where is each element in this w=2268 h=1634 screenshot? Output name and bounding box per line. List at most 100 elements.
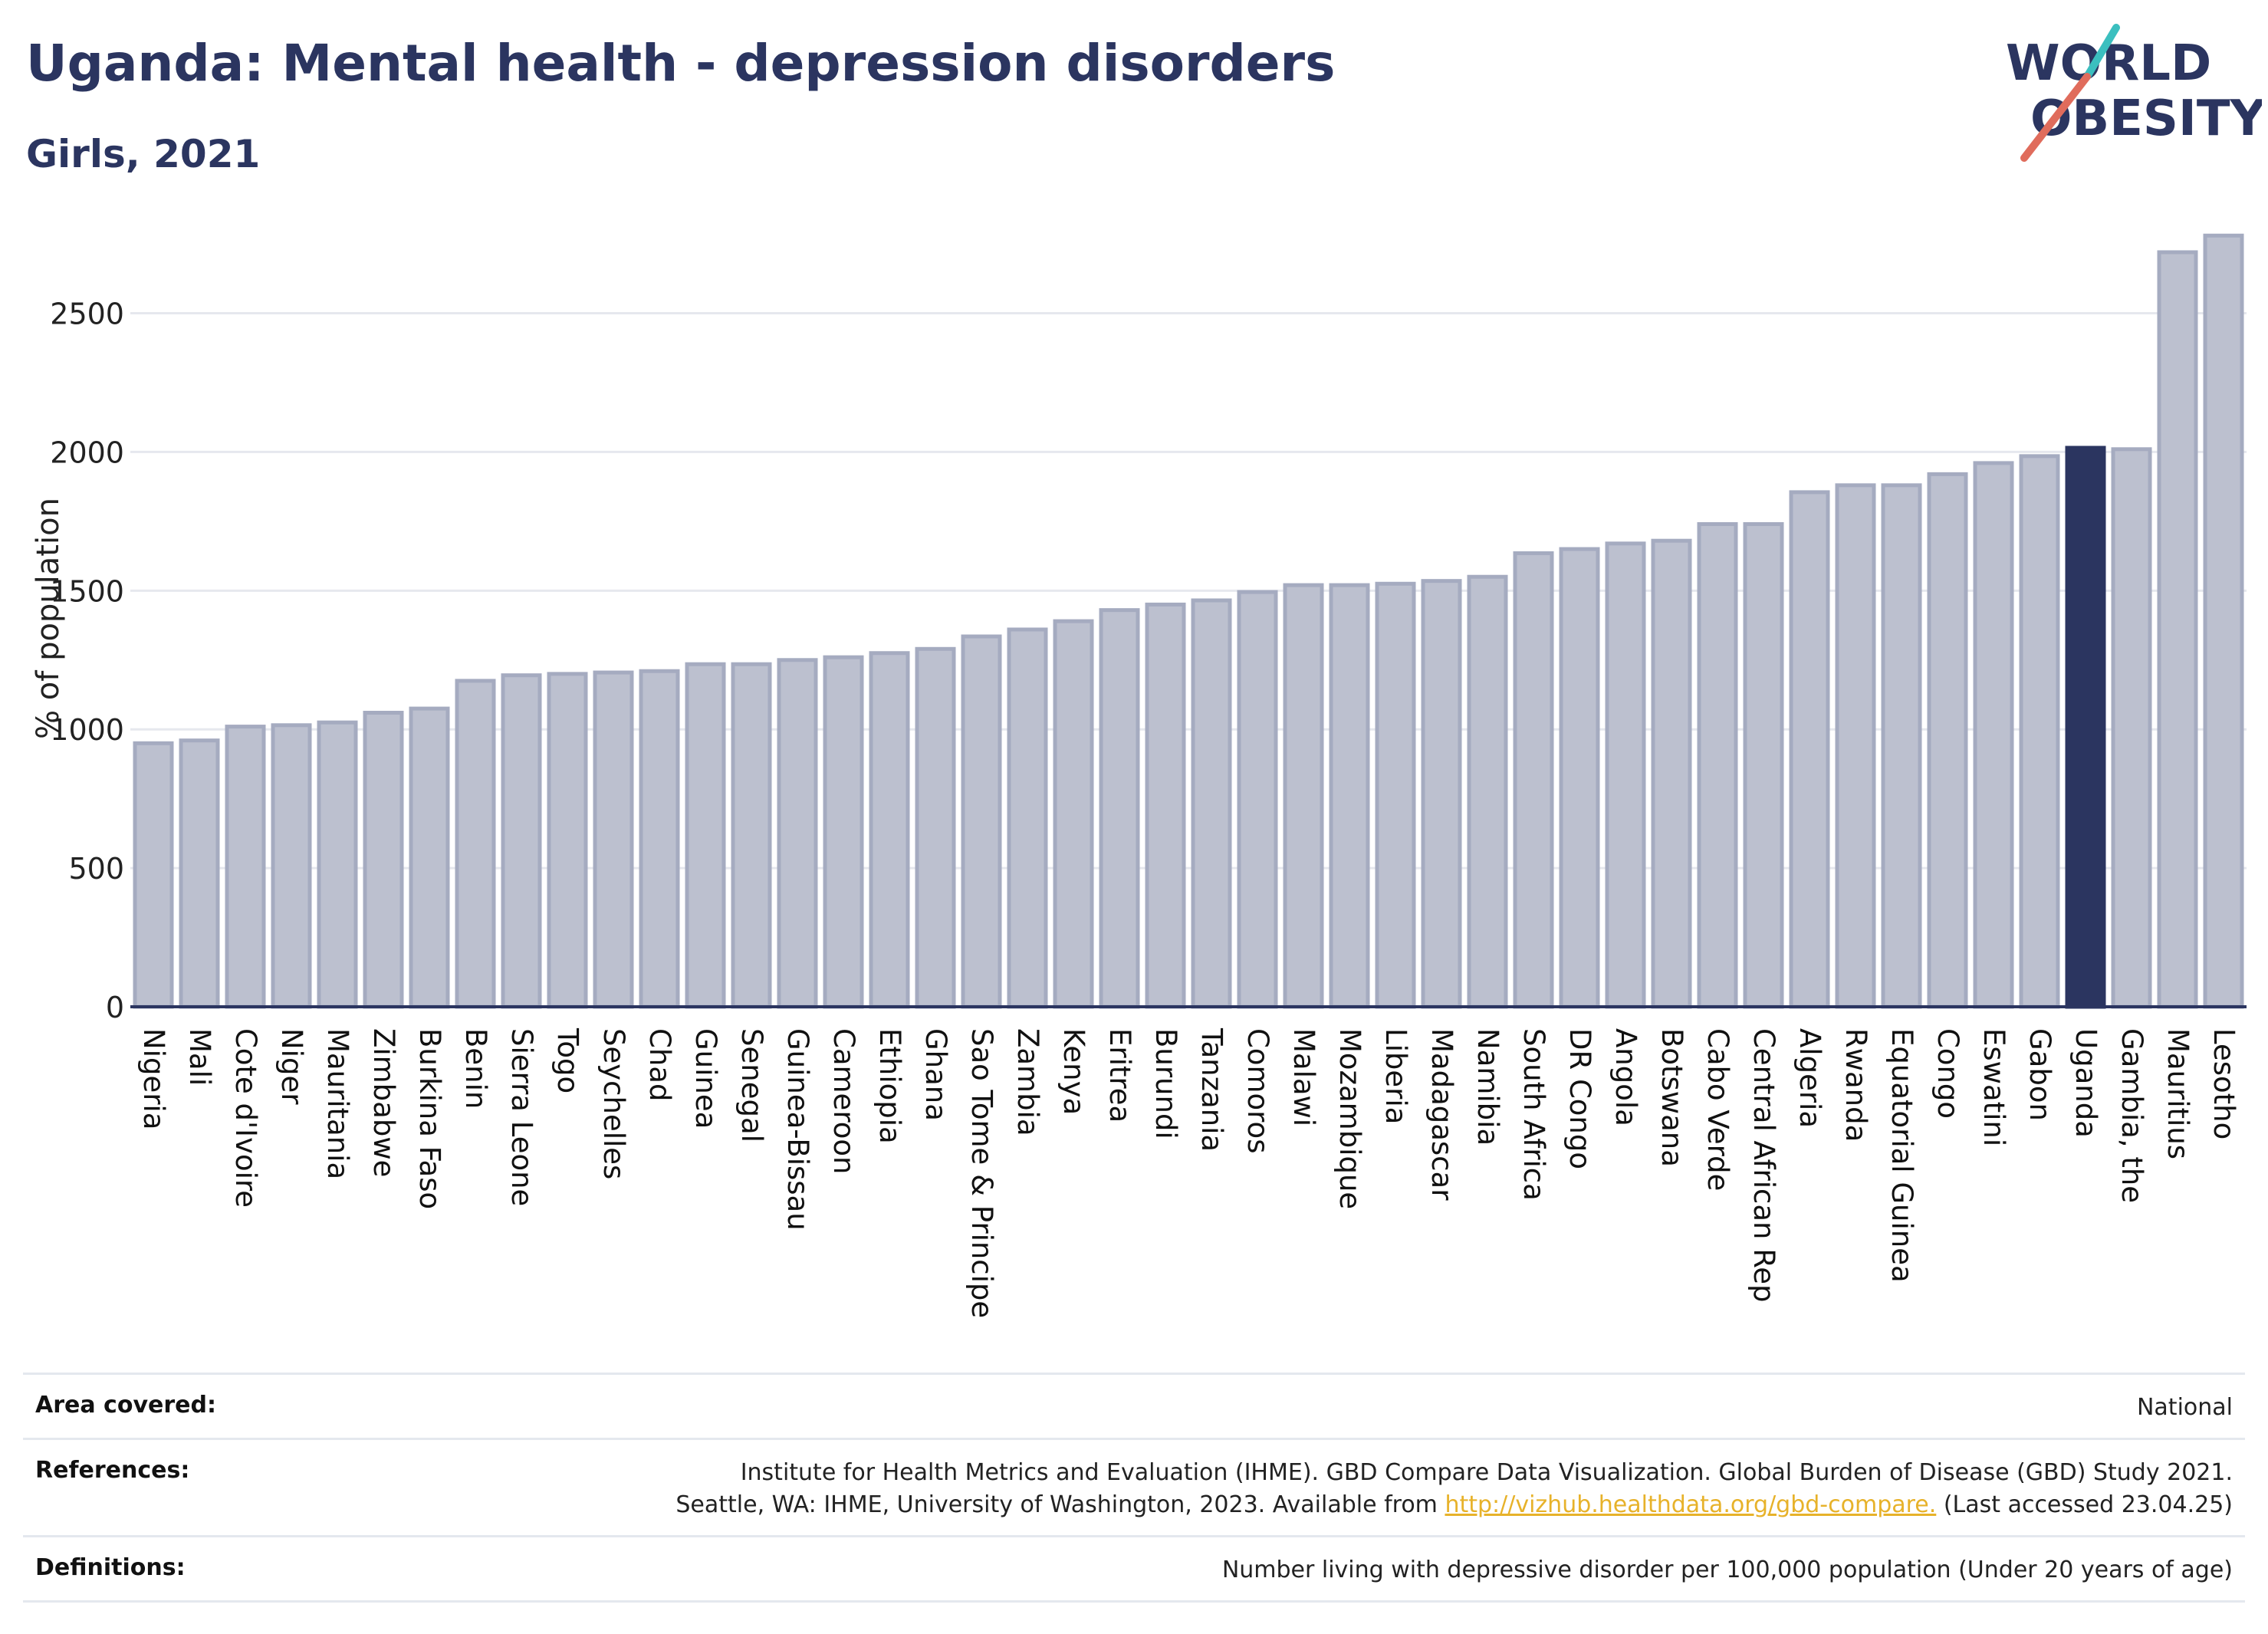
x-tick-label: Ethiopia — [873, 1028, 906, 1144]
bar — [777, 658, 818, 1009]
x-tick-label: Mauritania — [321, 1028, 354, 1179]
x-tick-label: Burkina Faso — [413, 1028, 446, 1209]
x-tick-label: Zambia — [1011, 1028, 1044, 1136]
y-tick-label: 0 — [106, 991, 124, 1024]
bar — [133, 741, 174, 1009]
x-tick-label: Liberia — [1379, 1028, 1412, 1124]
bar — [961, 634, 1002, 1009]
x-tick-label: Eswatini — [1977, 1028, 2010, 1146]
definitions-row: Definitions: Number living with depressi… — [23, 1535, 2245, 1603]
x-tick-label: Angola — [1609, 1028, 1642, 1126]
bar — [1007, 627, 1048, 1009]
bar — [1973, 461, 2014, 1009]
y-tick-label: 1500 — [50, 574, 124, 608]
references-label: References: — [35, 1457, 190, 1484]
x-tick-label: Mali — [183, 1028, 216, 1086]
definitions-label: Definitions: — [35, 1554, 186, 1581]
x-tick-label: Malawi — [1287, 1028, 1320, 1126]
chart-footer: Area covered: National References: Insti… — [23, 1373, 2245, 1603]
bar — [271, 723, 312, 1009]
bar — [685, 662, 726, 1009]
x-tick-label: Algeria — [1793, 1028, 1826, 1128]
x-tick-label: Togo — [551, 1027, 584, 1093]
x-tick-label: Benin — [459, 1028, 492, 1109]
x-tick-label: Cabo Verde — [1701, 1028, 1734, 1191]
x-tick-label: Sao Tome & Principe — [965, 1028, 998, 1318]
bar — [2157, 250, 2198, 1009]
x-tick-label: Burundi — [1149, 1028, 1182, 1139]
bar — [363, 711, 404, 1009]
bar — [1329, 583, 1370, 1009]
x-tick-label: Sierra Leone — [505, 1028, 538, 1206]
bar — [2019, 454, 2060, 1009]
bar — [179, 738, 220, 1009]
bar — [501, 673, 542, 1009]
bar — [593, 670, 634, 1009]
world-obesity-logo: WORLD OBESITY — [2006, 24, 2262, 162]
x-tick-label: Mozambique — [1333, 1028, 1366, 1209]
references-link[interactable]: http://vizhub.healthdata.org/gbd-compare… — [1445, 1491, 1937, 1518]
references-line1: Institute for Health Metrics and Evaluat… — [740, 1459, 2233, 1486]
x-tick-label: Tanzania — [1195, 1027, 1228, 1152]
x-tick-label: Madagascar — [1425, 1028, 1458, 1201]
bar — [1513, 551, 1554, 1009]
x-tick-label: South Africa — [1517, 1028, 1550, 1201]
bar — [2065, 445, 2106, 1009]
bar — [455, 679, 496, 1009]
bar — [1145, 602, 1186, 1009]
bar — [1789, 490, 1830, 1009]
x-tick-label: Niger — [275, 1028, 308, 1105]
references-line2-pre: Seattle, WA: IHME, University of Washing… — [675, 1491, 1445, 1518]
x-tick-label: Seychelles — [597, 1028, 630, 1179]
bar — [1835, 483, 1876, 1009]
bar — [2203, 233, 2244, 1009]
bar — [1467, 574, 1508, 1009]
area-covered-row: Area covered: National — [23, 1373, 2245, 1438]
x-tick-label: Central African Rep — [1747, 1028, 1780, 1303]
x-tick-label: Guinea — [689, 1028, 722, 1129]
bar — [547, 672, 588, 1009]
x-tick-label: Namibia — [1471, 1028, 1504, 1146]
x-tick-label: Rwanda — [1839, 1028, 1872, 1142]
area-covered-value: National — [2136, 1394, 2233, 1421]
bar — [1375, 581, 1416, 1009]
bar — [1237, 590, 1278, 1009]
bar — [1697, 521, 1738, 1009]
bar — [1605, 541, 1646, 1009]
x-tick-label: Chad — [643, 1028, 676, 1101]
bar — [225, 725, 266, 1009]
bar — [731, 662, 772, 1009]
definitions-value: Number living with depressive disorder p… — [1221, 1557, 2233, 1583]
x-tick-label: Comoros — [1241, 1028, 1274, 1153]
x-tick-label: Uganda — [2069, 1028, 2102, 1138]
bar — [1421, 579, 1462, 1009]
x-tick-label: Congo — [1931, 1028, 1964, 1119]
references-value: Institute for Health Metrics and Evaluat… — [675, 1457, 2233, 1521]
x-tick-label: Ghana — [919, 1028, 952, 1121]
y-tick-label: 2000 — [50, 436, 124, 469]
bar — [639, 669, 680, 1009]
x-tick-label: Botswana — [1655, 1028, 1688, 1167]
bar — [1053, 619, 1094, 1009]
bar — [915, 646, 956, 1009]
bar — [1927, 472, 1968, 1009]
x-tick-label: Gambia, the — [2115, 1028, 2148, 1203]
bar — [409, 706, 450, 1009]
x-tick-label: Eritrea — [1103, 1028, 1136, 1123]
bar — [1283, 583, 1324, 1009]
bar — [1651, 538, 1692, 1009]
x-tick-label: Lesotho — [2207, 1028, 2240, 1139]
x-tick-label: Kenya — [1057, 1028, 1090, 1115]
x-tick-label: DR Congo — [1563, 1028, 1596, 1169]
y-axis-label: % of population — [31, 498, 66, 739]
x-tick-label: Zimbabwe — [367, 1028, 400, 1177]
bar — [823, 655, 864, 1009]
x-tick-label: Gabon — [2023, 1028, 2056, 1121]
bar — [1191, 598, 1232, 1009]
x-tick-label: Nigeria — [137, 1028, 170, 1129]
y-tick-label: 500 — [68, 852, 124, 886]
bar-chart: 0 500 1000 1500 2000 2500 % of population Niger… — [31, 233, 2247, 1318]
x-tick-label: Cameroon — [827, 1028, 860, 1174]
y-tick-label: 1000 — [50, 713, 124, 747]
bar — [869, 651, 910, 1009]
